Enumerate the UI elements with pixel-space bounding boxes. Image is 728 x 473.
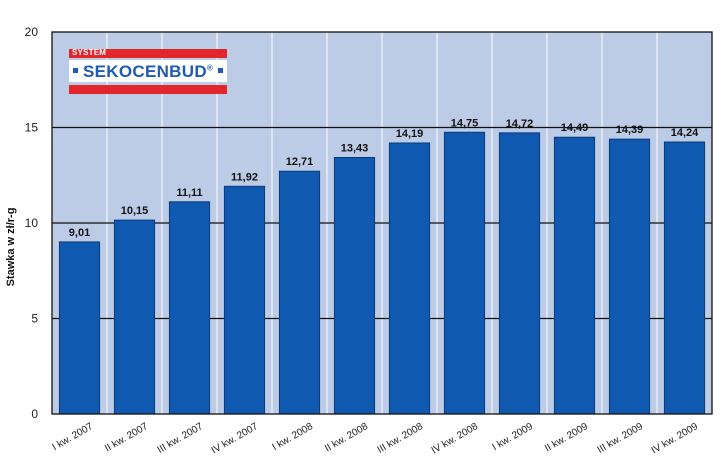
x-tick-label: III kw. 2007: [156, 421, 206, 456]
bar: [223, 185, 266, 415]
x-tick-label: II kw. 2008: [323, 421, 370, 455]
y-tick-label: 15: [25, 121, 39, 135]
y-tick-label: 10: [25, 216, 39, 230]
logo-registered: ®: [206, 63, 214, 73]
y-tick-label: 0: [31, 407, 38, 421]
x-tick-label: II kw. 2007: [103, 421, 150, 455]
sekocenbud-logo: SYSTEM SEKOCENBUD®: [69, 48, 227, 94]
bar: [168, 201, 211, 415]
data-label: 12,71: [286, 156, 314, 168]
logo-top-bar: SYSTEM: [69, 48, 227, 58]
logo-bottom-bar: [69, 85, 227, 94]
logo-system-text: SYSTEM: [72, 48, 107, 57]
x-tick-label: IV kw. 2008: [430, 421, 481, 457]
data-label: 11,11: [176, 187, 202, 199]
logo-square-icon: [218, 68, 223, 73]
data-labels: 9,01 10,15 11,11 11,92 12,71 13,43 14,19 14,75 1…: [69, 117, 699, 239]
data-label: 13,43: [341, 142, 369, 154]
bar: [278, 170, 321, 415]
gridlines: [52, 32, 712, 414]
data-label: 14,19: [396, 128, 424, 140]
x-tick-label: IV kw. 2007: [210, 421, 261, 457]
data-label: 14,72: [506, 118, 534, 130]
y-tick-label: 20: [25, 25, 39, 39]
x-tick-label: III kw. 2009: [596, 421, 646, 456]
plot-frame: [51, 31, 713, 415]
y-tick-labels: 0 5 10 15 20: [25, 25, 39, 421]
bars: [58, 131, 706, 415]
bar: [663, 141, 706, 415]
x-tick-label: II kw. 2009: [543, 421, 590, 455]
x-tick-label: I kw. 2009: [491, 421, 536, 453]
data-label: 14,24: [671, 127, 699, 139]
data-label: 14,39: [616, 124, 644, 136]
logo-name-text: SEKOCENBUD: [83, 62, 207, 81]
data-label: 14,75: [451, 117, 479, 129]
x-tick-label: I kw. 2008: [271, 421, 316, 453]
bar: [608, 138, 651, 415]
bar: [113, 219, 156, 415]
bar: [498, 132, 541, 415]
data-label: 11,92: [231, 171, 258, 183]
bar: [333, 156, 376, 415]
x-tick-label: IV kw. 2009: [650, 421, 701, 457]
y-tick-label: 5: [31, 312, 38, 326]
x-tick-label: I kw. 2007: [51, 421, 96, 453]
logo-band: SEKOCENBUD®: [69, 60, 227, 82]
data-label: 10,15: [121, 205, 149, 217]
x-tick-label: III kw. 2008: [376, 421, 426, 456]
logo-square-icon: [73, 68, 78, 73]
bar: [443, 131, 486, 415]
y-axis-label: Stawka w zł/r-g: [5, 208, 17, 287]
data-label: 9,01: [69, 227, 90, 239]
logo-name: SEKOCENBUD®: [83, 62, 213, 82]
bar: [388, 142, 431, 415]
bar: [553, 136, 596, 415]
data-label: 14,49: [561, 122, 589, 134]
bar: [58, 241, 101, 415]
x-tick-labels: I kw. 2007 II kw. 2007 III kw. 2007 IV kw. …: [51, 421, 701, 457]
